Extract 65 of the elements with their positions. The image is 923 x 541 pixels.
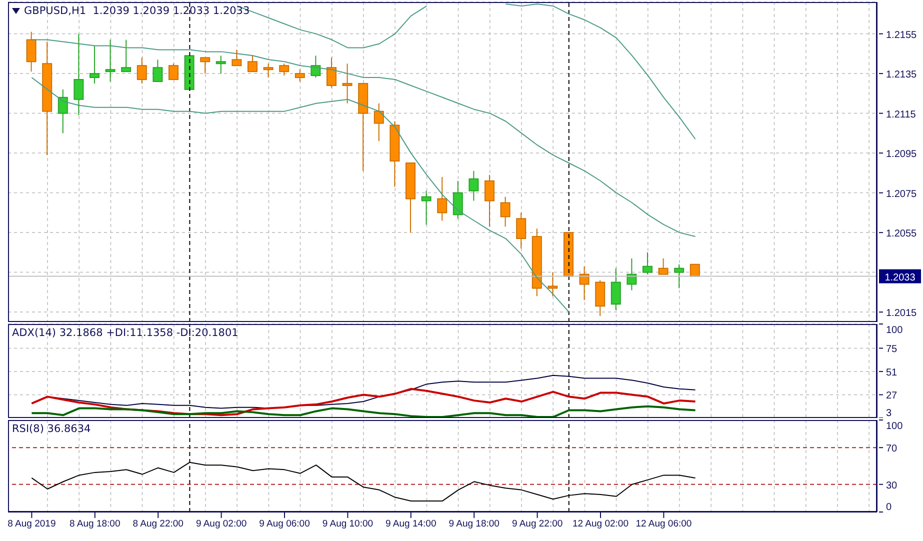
y-tick-label: 1.2155 — [886, 30, 918, 41]
candlestick — [484, 174, 494, 228]
y-tick-label: 1.2055 — [886, 228, 918, 240]
y-tick-label: 30 — [886, 480, 898, 492]
candlestick — [90, 45, 100, 84]
y-tick-label: 70 — [886, 444, 898, 455]
candlestick — [279, 63, 290, 76]
candlestick — [263, 63, 274, 78]
candlestick — [248, 55, 258, 72]
x-tick-label: 9 Aug 02:00 — [196, 518, 247, 530]
candlestick — [310, 55, 321, 78]
candlestick — [374, 102, 384, 142]
candlestick — [294, 69, 305, 82]
candlestick — [610, 268, 621, 311]
candlestick — [674, 264, 684, 289]
candlestick — [58, 88, 68, 134]
candlestick — [74, 33, 84, 116]
y-tick-label: 1.2075 — [886, 188, 918, 200]
x-tick-label: 9 Aug 10:00 — [322, 518, 374, 530]
x-tick-label: 8 Aug 18:00 — [70, 518, 120, 530]
y-tick-label: 100 — [886, 421, 904, 432]
chart-title: RSI(8) 36.8634 — [12, 423, 91, 435]
candlestick — [421, 190, 432, 226]
y-tick-label: 1.2015 — [886, 308, 918, 320]
candlestick — [642, 252, 652, 275]
y-tick-label: 27 — [886, 390, 898, 402]
x-tick-label: 9 Aug 14:00 — [386, 518, 436, 530]
chart-title: GBPUSD,H1 1.2039 1.2039 1.2033 1.2033 — [24, 5, 250, 17]
candlestick — [232, 49, 242, 66]
y-tick-label: 1.2095 — [886, 149, 918, 160]
candlestick — [216, 55, 226, 74]
y-tick-label: 3 — [886, 408, 892, 419]
y-tick-label: 100 — [886, 325, 904, 336]
line-series — [31, 77, 570, 313]
x-tick-label: 9 Aug 22:00 — [512, 518, 563, 530]
candlestick — [658, 258, 668, 275]
y-tick-label: 1.2135 — [886, 70, 918, 81]
chart-title: ADX(14) 32.1868 +DI:11.1358 -DI:20.1801 — [12, 327, 238, 339]
x-tick-label: 9 Aug 06:00 — [259, 518, 310, 530]
candlestick — [437, 176, 448, 222]
x-tick-label: 8 Aug 2019 — [8, 518, 56, 530]
y-tick-label: 0 — [886, 502, 892, 513]
candlestick — [452, 180, 463, 220]
candlestick — [105, 39, 116, 82]
candlestick — [548, 272, 558, 297]
candlestick — [152, 59, 163, 82]
candlestick — [342, 63, 352, 104]
x-tick-label: 9 Aug 18:00 — [448, 518, 500, 530]
candlestick — [468, 170, 479, 202]
x-tick-label: 8 Aug 22:00 — [132, 518, 184, 530]
candlestick — [500, 196, 510, 228]
x-tick-label: 12 Aug 06:00 — [636, 518, 692, 530]
candlestick — [168, 63, 178, 80]
y-tick-label: 1.2115 — [886, 109, 916, 120]
y-tick-label: 51 — [886, 367, 898, 378]
ref-line-label: 1.2033 — [884, 272, 916, 284]
candlestick — [595, 280, 606, 317]
candlestick — [121, 39, 132, 72]
candlestick — [26, 31, 36, 72]
candlestick — [516, 212, 526, 249]
candlestick — [326, 57, 336, 88]
candlestick — [200, 57, 210, 74]
x-tick-label: 12 Aug 02:00 — [572, 518, 628, 530]
y-tick-label: 75 — [886, 344, 898, 356]
candlestick — [136, 57, 147, 84]
